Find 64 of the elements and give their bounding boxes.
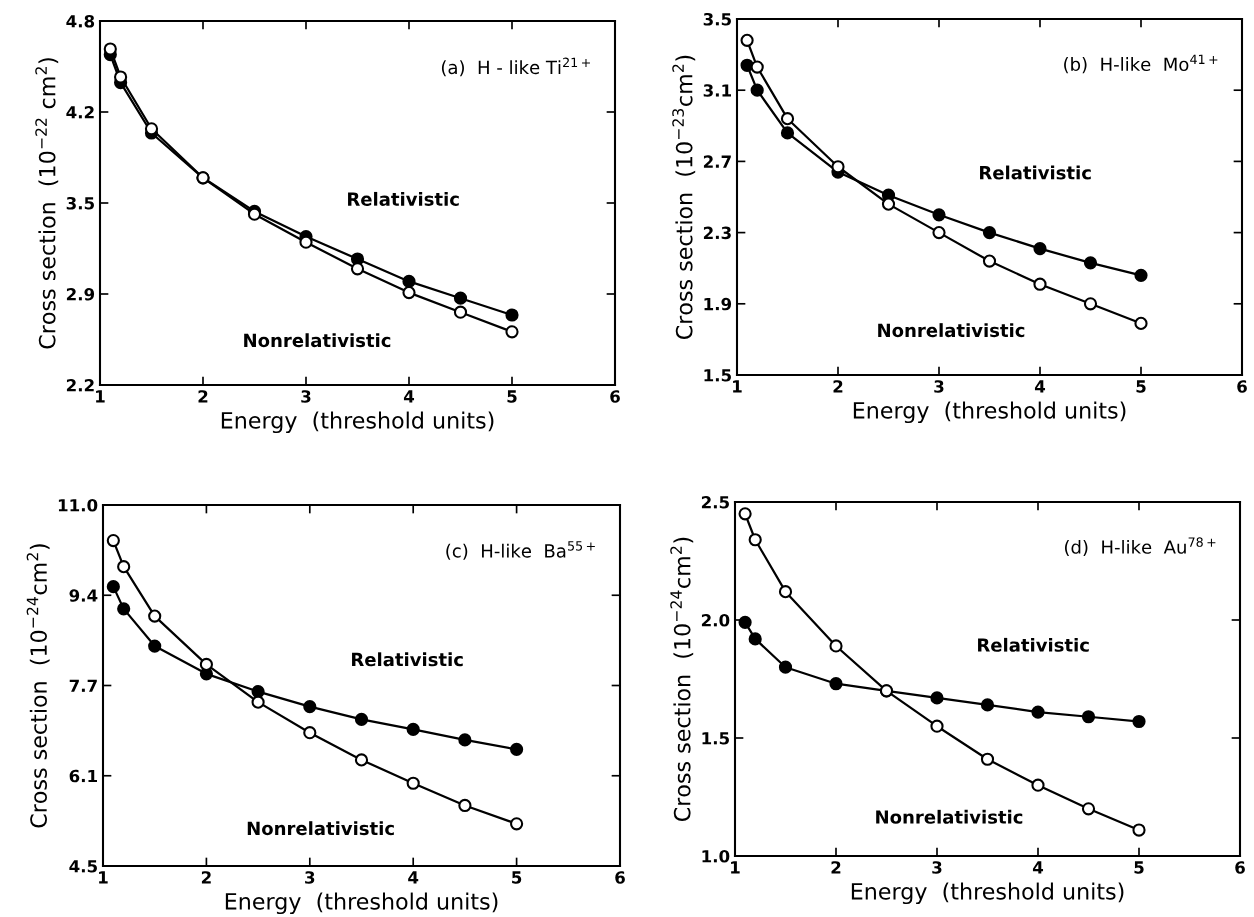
y-axis-title: Cross section (10$^{−24}$cm$^{2}$): [670, 537, 694, 822]
x-tick-label: 5: [507, 390, 517, 403]
y-axis-title: Cross section (10$^{−22}$ cm$^{2}$): [35, 58, 59, 349]
x-tick-label: 2: [831, 861, 841, 874]
x-tick-label: 4: [408, 871, 419, 884]
y-tick-label: 1.0: [702, 849, 730, 863]
text: Nonrelativistic: [878, 323, 1025, 338]
annotation: (d) H-like Au$^{78+}$: [1064, 537, 1216, 556]
y-tick-label: 4.2: [66, 105, 94, 119]
x-tick-label: 1: [96, 390, 105, 403]
x-tick-label: 1: [733, 380, 742, 393]
y-axis-title: Cross section (10$^{−24}$cm$^{2}$): [26, 544, 50, 828]
y-tick-label: 11.0: [58, 498, 98, 512]
x-tick-label: 4: [403, 390, 415, 403]
text: Relativistic: [352, 652, 463, 667]
x-tick-label: 3: [301, 390, 311, 403]
y-tick-label: 2.3: [703, 226, 731, 240]
y-tick-label: 2.9: [66, 287, 95, 301]
annotation: (a) H - like Ti$^{21+}$: [441, 57, 590, 77]
series-label: Nonrelativistic: [876, 809, 1023, 824]
y-tick-label: 6.1: [69, 769, 97, 783]
text: Nonrelativistic: [247, 821, 394, 836]
text: Nonrelativistic: [244, 333, 391, 348]
x-tick-label: 4: [1032, 861, 1044, 874]
x-tick-label: 6: [1235, 861, 1245, 874]
x-tick-label: 6: [610, 390, 620, 403]
x-axis-title: Energy (threshold units): [225, 892, 498, 915]
x-tick-label: 5: [1134, 861, 1144, 874]
x-tick-label: 1: [731, 861, 740, 874]
y-tick-label: 4.5: [69, 860, 97, 873]
y-tick-label: 1.5: [702, 732, 729, 745]
y-tick-label: 9.4: [69, 589, 98, 602]
x-tick-label: 3: [934, 380, 944, 393]
y-tick-label: 3.1: [703, 84, 731, 97]
y-tick-label: 7.7: [69, 679, 97, 692]
x-tick-label: 2: [833, 380, 843, 393]
x-tick-label: 1: [99, 871, 108, 884]
y-tick-label: 2.7: [703, 155, 731, 168]
y-tick-label: 2.2: [66, 378, 94, 392]
x-tick-label: 2: [198, 390, 208, 403]
y-tick-label: 2.0: [701, 613, 730, 627]
x-tick-label: 4: [1034, 380, 1046, 393]
y-axis-title: Cross section (10$^{−23}$cm$^{2}$): [672, 55, 696, 340]
y-tick-label: 1.5: [704, 369, 731, 382]
y-tick-label: 3.5: [703, 12, 731, 26]
annotation: (c) H-like Ba$^{55+}$: [446, 541, 595, 560]
x-tick-label: 5: [512, 871, 522, 884]
x-axis-title: Energy (threshold units): [851, 882, 1124, 905]
y-tick-label: 2.5: [701, 495, 729, 509]
x-tick-label: 5: [1136, 380, 1146, 393]
x-axis-title: Energy (threshold units): [853, 401, 1126, 424]
x-tick-label: 6: [1237, 380, 1247, 393]
y-tick-label: 4.8: [66, 14, 95, 28]
y-tick-label: 1.9: [704, 297, 732, 311]
annotation: (b) H-like Mo$^{41+}$: [1064, 54, 1218, 74]
x-tick-label: 6: [615, 871, 625, 884]
x-tick-label: 2: [201, 871, 211, 884]
text: Relativistic: [348, 191, 459, 206]
x-tick-label: 3: [932, 861, 942, 874]
x-tick-label: 3: [305, 871, 315, 884]
text: Relativistic: [980, 165, 1091, 180]
x-axis-title: Energy (threshold units): [221, 411, 494, 434]
y-tick-label: 3.5: [66, 196, 94, 210]
text: Relativistic: [978, 637, 1089, 652]
